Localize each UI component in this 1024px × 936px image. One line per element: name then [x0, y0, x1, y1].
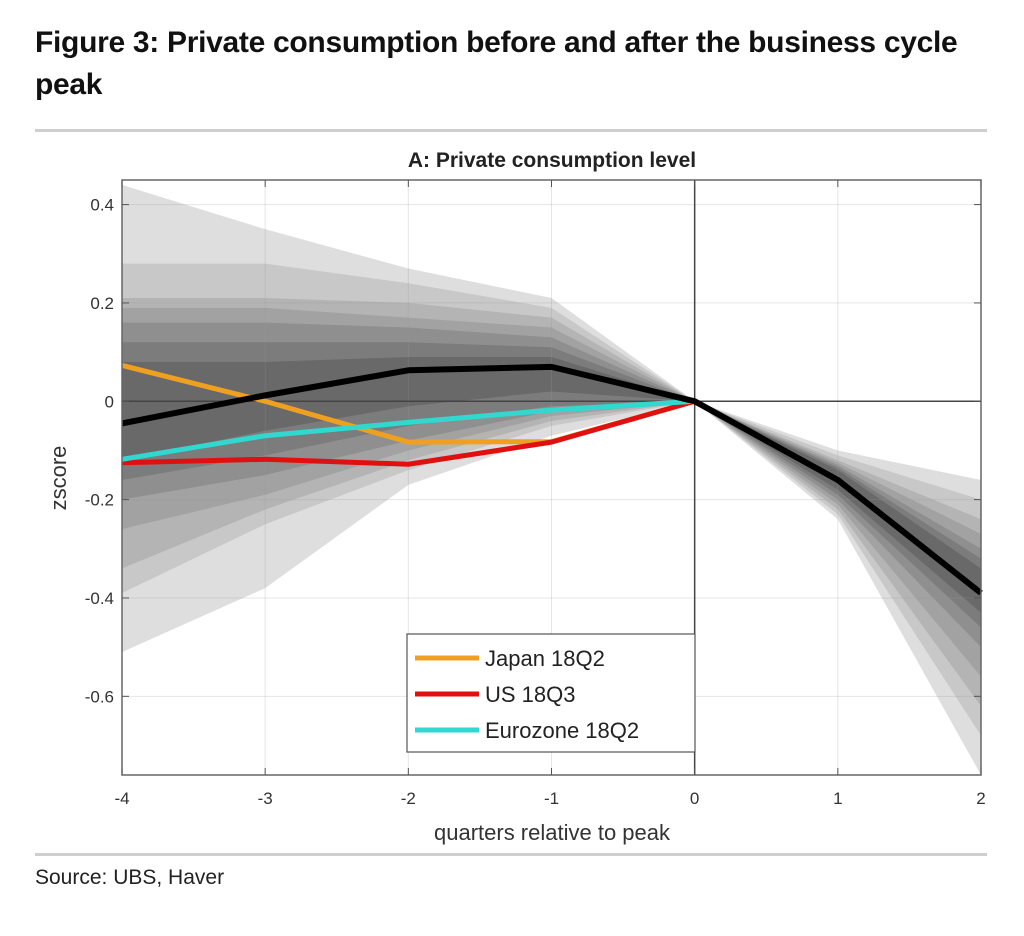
x-axis-title: quarters relative to peak — [434, 820, 671, 845]
legend-label-us-18q3: US 18Q3 — [485, 682, 576, 707]
legend: Japan 18Q2 US 18Q3 Eurozone 18Q2 — [406, 633, 696, 753]
y-tick-label: -0.6 — [85, 687, 114, 706]
axes — [121, 179, 982, 776]
median-line — [121, 363, 983, 596]
y-tick-label: 0 — [105, 392, 114, 411]
series-lines — [121, 362, 983, 596]
fan-band-6 — [122, 357, 981, 613]
x-tick-label: 2 — [976, 789, 985, 808]
x-tick-label: 1 — [833, 789, 842, 808]
y-tick-label: 0.2 — [90, 294, 114, 313]
x-tick-label: -3 — [258, 789, 273, 808]
y-axis-title: zscore — [46, 446, 71, 511]
y-tick-label: 0.4 — [90, 196, 114, 215]
chart-title: A: Private consumption level — [408, 149, 696, 172]
legend-label-japan-18q2: Japan 18Q2 — [485, 646, 605, 671]
x-tick-label: -1 — [544, 789, 559, 808]
series-line-eurozone-18q2 — [121, 398, 695, 462]
figure-title: Figure 3: Private consumption before and… — [35, 26, 958, 101]
y-tick-label: -0.4 — [85, 589, 114, 608]
legend-label-eurozone-18q2: Eurozone 18Q2 — [485, 718, 639, 743]
bottom-divider — [35, 853, 987, 856]
x-tick-label: -4 — [114, 789, 129, 808]
top-divider — [35, 129, 987, 132]
source-note: Source: UBS, Haver — [35, 866, 225, 889]
series-line-us-18q3 — [121, 398, 696, 467]
x-tick-label: -2 — [401, 789, 416, 808]
x-tick-label: 0 — [690, 789, 699, 808]
y-tick-label: -0.2 — [85, 491, 114, 510]
tick-labels: -4 -3 -2 -1 0 1 2 0.4 0.2 0 -0.2 -0.4 -0.6 — [85, 196, 986, 808]
